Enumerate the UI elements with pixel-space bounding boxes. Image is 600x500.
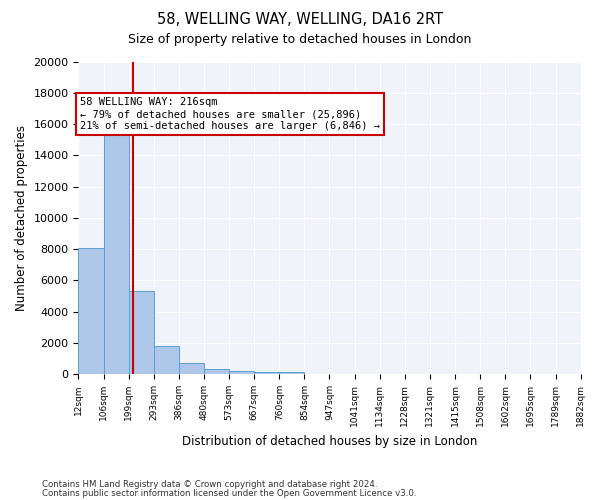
Bar — [154, 346, 179, 374]
Bar — [79, 248, 104, 374]
Text: Contains HM Land Registry data © Crown copyright and database right 2024.: Contains HM Land Registry data © Crown c… — [42, 480, 377, 489]
Bar — [104, 116, 128, 374]
Bar — [204, 369, 229, 374]
Text: 58, WELLING WAY, WELLING, DA16 2RT: 58, WELLING WAY, WELLING, DA16 2RT — [157, 12, 443, 28]
Text: Contains public sector information licensed under the Open Government Licence v3: Contains public sector information licen… — [42, 489, 416, 498]
Y-axis label: Number of detached properties: Number of detached properties — [15, 125, 28, 311]
Bar — [128, 290, 154, 374]
Text: Size of property relative to detached houses in London: Size of property relative to detached ho… — [128, 32, 472, 46]
Bar — [229, 371, 254, 374]
Text: 58 WELLING WAY: 216sqm
← 79% of detached houses are smaller (25,896)
21% of semi: 58 WELLING WAY: 216sqm ← 79% of detached… — [80, 98, 380, 130]
Bar — [179, 364, 204, 374]
Bar — [279, 372, 304, 374]
X-axis label: Distribution of detached houses by size in London: Distribution of detached houses by size … — [182, 434, 477, 448]
Bar — [254, 372, 279, 374]
